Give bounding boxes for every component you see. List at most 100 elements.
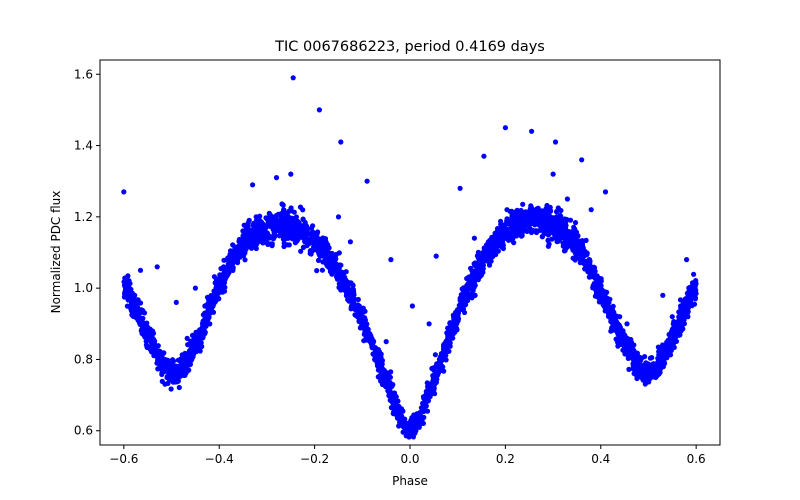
data-point <box>634 375 640 382</box>
data-point <box>458 298 464 304</box>
data-point <box>313 237 319 243</box>
outlier-point <box>552 139 559 145</box>
data-point <box>362 318 368 324</box>
data-point <box>137 300 144 306</box>
data-point <box>298 227 304 233</box>
data-point <box>165 374 171 380</box>
data-point <box>448 327 455 333</box>
data-point <box>218 281 224 288</box>
data-point <box>173 368 180 374</box>
data-point <box>529 207 536 214</box>
data-point <box>184 335 190 341</box>
data-point <box>283 211 289 217</box>
x-axis-ticks: −0.6 −0.4 −0.2 0.0 0.2 0.4 0.6 <box>109 445 706 466</box>
data-point <box>667 335 673 341</box>
data-point <box>205 309 211 316</box>
data-point <box>386 371 392 377</box>
data-point <box>434 376 440 382</box>
data-point <box>573 253 579 259</box>
data-point <box>243 246 249 252</box>
data-point <box>252 244 258 250</box>
x-tick-label: −0.4 <box>205 452 234 466</box>
y-tick-label: 1.2 <box>74 210 93 224</box>
data-point <box>287 231 293 237</box>
data-point <box>218 266 224 272</box>
data-point <box>545 222 551 228</box>
data-point <box>480 262 486 268</box>
data-point <box>673 321 679 327</box>
data-point <box>688 301 695 307</box>
data-point <box>264 230 270 236</box>
data-point <box>359 324 365 330</box>
data-point <box>314 268 320 274</box>
axes-frame <box>99 59 721 446</box>
x-tick-label: 0.2 <box>496 452 515 466</box>
data-point <box>302 219 308 226</box>
data-point <box>677 297 684 303</box>
data-point <box>200 312 206 318</box>
data-point <box>691 271 697 277</box>
data-point <box>340 282 346 289</box>
data-point <box>553 222 559 228</box>
data-point <box>146 330 152 336</box>
data-point <box>267 212 273 218</box>
data-point <box>385 388 391 394</box>
data-point <box>535 205 541 211</box>
data-point <box>399 416 405 422</box>
data-point <box>403 425 409 432</box>
data-point <box>307 240 313 246</box>
data-point <box>622 351 628 357</box>
data-point <box>528 203 534 209</box>
data-point <box>421 407 427 413</box>
data-point <box>388 405 394 411</box>
data-point <box>236 238 242 245</box>
data-point <box>198 330 204 336</box>
data-point <box>126 295 132 301</box>
data-point <box>471 285 477 291</box>
data-point <box>598 291 604 297</box>
outlier-point <box>383 339 389 345</box>
data-point <box>515 231 521 237</box>
data-point <box>186 351 192 357</box>
data-point <box>372 357 378 363</box>
data-point <box>298 248 304 254</box>
data-point <box>286 242 292 248</box>
data-point <box>446 332 452 338</box>
data-point <box>546 241 552 247</box>
data-point <box>315 244 321 250</box>
data-point <box>688 297 694 303</box>
data-point <box>423 394 429 400</box>
data-point <box>294 238 300 244</box>
data-point <box>233 244 239 250</box>
data-point <box>257 213 263 219</box>
data-point <box>170 357 176 363</box>
data-point <box>360 309 366 315</box>
data-point <box>532 217 539 223</box>
outlier-point <box>588 207 594 213</box>
data-point <box>269 241 275 247</box>
data-point <box>242 257 248 263</box>
data-point <box>468 265 474 271</box>
data-point <box>648 370 655 376</box>
data-point <box>227 248 234 254</box>
data-point <box>260 231 266 237</box>
data-point <box>602 308 608 314</box>
data-point <box>142 325 148 331</box>
data-point <box>168 386 174 392</box>
data-point <box>632 354 638 361</box>
data-point <box>388 384 394 390</box>
outlier-point <box>660 292 666 298</box>
data-point <box>369 339 375 345</box>
outlier-point <box>426 321 432 327</box>
x-tick-label: 0.0 <box>400 452 419 466</box>
data-point <box>425 389 431 395</box>
data-point <box>537 220 544 226</box>
data-point <box>671 344 677 350</box>
data-point <box>608 312 614 318</box>
outlier-point <box>602 189 609 195</box>
data-point <box>336 284 342 291</box>
data-point <box>634 365 641 371</box>
data-point <box>217 274 223 280</box>
outlier-point <box>273 175 280 181</box>
data-point <box>604 295 611 301</box>
